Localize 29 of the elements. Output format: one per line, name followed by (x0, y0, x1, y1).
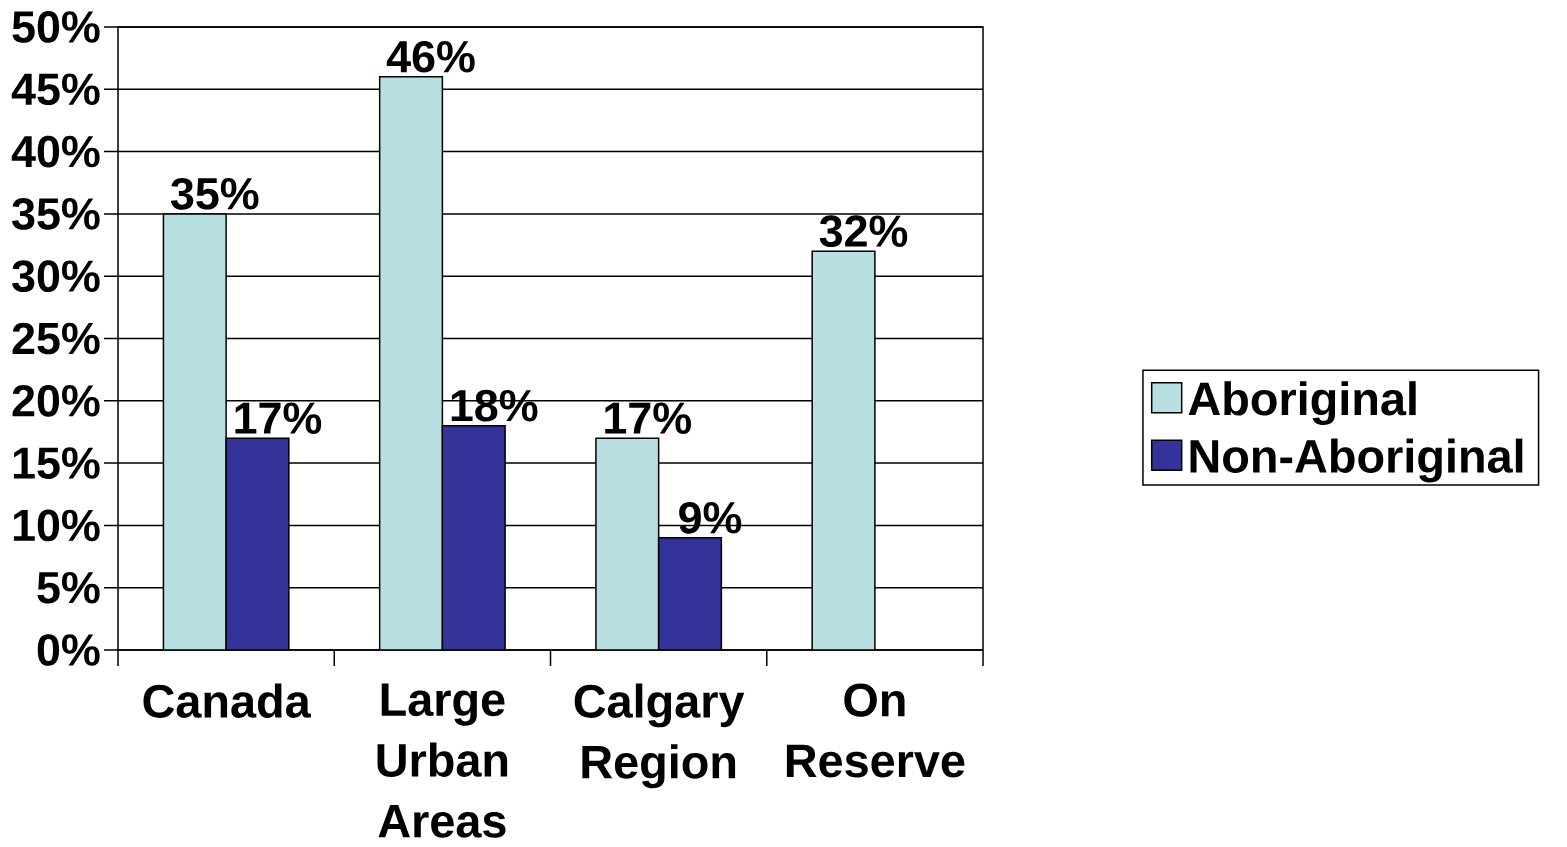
x-tick-label: Calgary Region (574, 683, 745, 789)
x-tick-label: Large Urban Areas (377, 683, 508, 838)
legend-label: Aboriginal (1188, 381, 1416, 426)
bar (441, 424, 506, 650)
bar (811, 250, 876, 650)
bar (595, 437, 660, 650)
x-tick-label: On Reserve (786, 683, 965, 778)
y-tick-label: 30% (12, 260, 100, 293)
y-tick-label: 45% (11, 73, 100, 106)
data-label: 46% (386, 40, 475, 73)
bar (657, 537, 723, 650)
bar (225, 437, 290, 650)
y-tick-label: 20% (12, 384, 100, 417)
y-tick-label: 10% (13, 509, 100, 542)
y-tick-label: 15% (13, 447, 100, 479)
bar (162, 213, 227, 650)
data-label: 32% (819, 215, 908, 248)
data-label: 17% (235, 402, 322, 434)
y-tick-label: 5% (37, 571, 100, 604)
data-label: 35% (170, 177, 259, 210)
x-tick-label: Canada (143, 683, 311, 718)
bar (378, 76, 444, 650)
y-tick-label: 40% (11, 135, 100, 168)
data-label: 17% (605, 402, 691, 434)
y-tick-label: 35% (12, 197, 100, 230)
y-tick-label: 50% (12, 11, 100, 43)
y-tick-label: 0% (37, 634, 100, 666)
y-tick-label: 25% (12, 322, 100, 355)
legend-label: Non-Aboriginal (1190, 438, 1523, 483)
